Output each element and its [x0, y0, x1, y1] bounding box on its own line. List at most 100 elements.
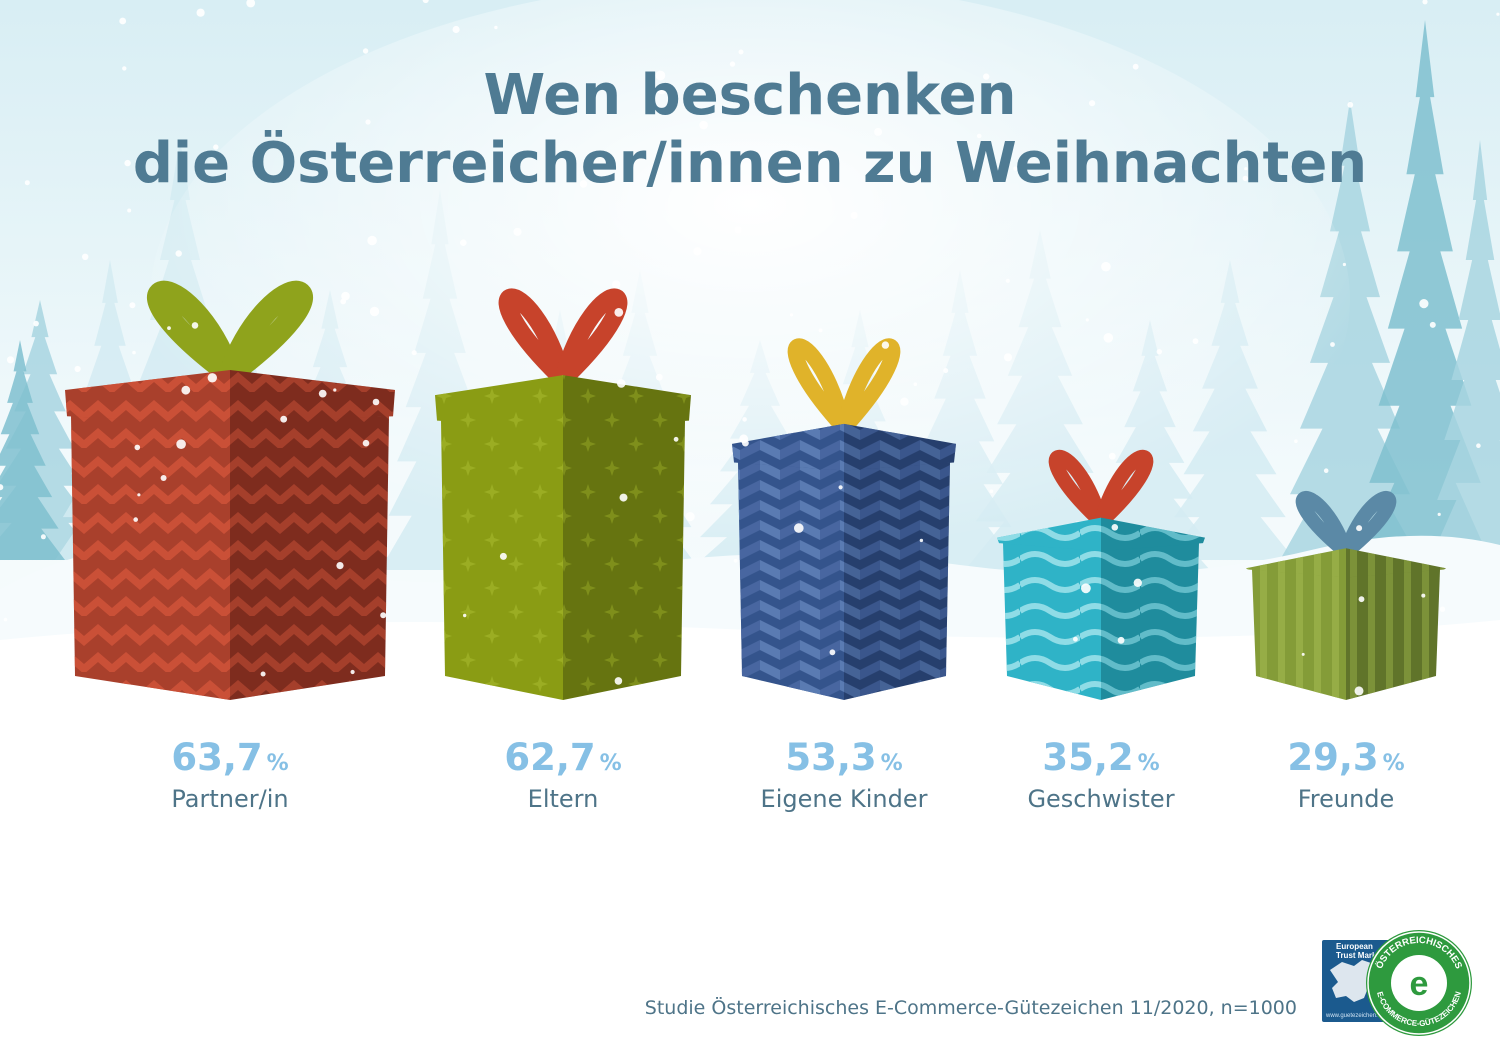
snowflake	[353, 741, 357, 745]
stat-freunde: 29,3% Freunde	[1196, 735, 1496, 817]
snowflake	[1003, 353, 1013, 362]
snowflake	[1488, 844, 1497, 853]
category-label: Partner/in	[171, 785, 289, 813]
snowflake	[350, 669, 355, 675]
snowflake	[733, 558, 738, 563]
box-pattern	[844, 462, 950, 700]
snowflake	[1354, 686, 1364, 696]
snowflake	[181, 385, 191, 395]
box-pattern	[441, 420, 563, 700]
snowflake	[1449, 891, 1455, 896]
snowflake	[1177, 911, 1185, 919]
snowflake	[1192, 338, 1199, 345]
snowflake	[340, 298, 347, 305]
box-pattern	[230, 416, 389, 700]
snowflake	[411, 350, 417, 356]
snowflake	[1108, 452, 1116, 460]
box-pattern	[732, 423, 844, 471]
snowflake	[127, 208, 132, 213]
snowflake	[900, 397, 909, 406]
snowflake	[1421, 593, 1426, 598]
stat-kinder: 53,3% Eigene Kinder	[694, 735, 994, 817]
stat-eltern: 62,7% Eltern	[413, 735, 713, 817]
snowflake	[1330, 342, 1335, 347]
snowflake	[227, 703, 236, 711]
snowflake	[1480, 630, 1490, 640]
snowflake	[463, 613, 467, 618]
snowflake	[1244, 841, 1249, 846]
snowflake	[673, 436, 679, 442]
snowflake	[1358, 596, 1365, 603]
snowflake	[622, 890, 630, 898]
snowflake	[167, 326, 171, 330]
stat-partner: 63,7% Partner/in	[80, 735, 380, 817]
snowflake	[1476, 443, 1481, 449]
snowflake	[690, 153, 698, 160]
snowflake	[693, 247, 702, 256]
snowflake	[1444, 793, 1454, 804]
box-pattern	[844, 423, 956, 471]
snowflake	[318, 389, 327, 398]
snowflake	[260, 671, 266, 677]
snowflake	[124, 159, 131, 167]
snowflake	[919, 538, 924, 543]
snowflake	[22, 783, 29, 790]
box-pattern	[997, 517, 1101, 552]
snowflake	[853, 912, 857, 916]
guetezeichen-seal[interactable]: e ÖSTERREICHISCHES E-COMMERCE-GÜTEZEICHE…	[1364, 928, 1474, 1038]
seal-e-icon: e	[1410, 965, 1429, 1003]
box-pattern	[1246, 548, 1346, 578]
snowflake	[133, 517, 138, 522]
snowflake	[933, 83, 939, 90]
snowflake	[122, 66, 127, 71]
box-pattern	[1101, 543, 1199, 700]
snowflake	[1005, 278, 1010, 283]
snowflake	[614, 677, 623, 685]
snowflake	[494, 25, 498, 30]
snowflake	[1101, 261, 1111, 272]
snowflake	[207, 373, 217, 383]
snowflake	[662, 878, 670, 887]
category-label: Eigene Kinder	[760, 785, 928, 813]
snowflake	[579, 180, 588, 188]
snowflake	[74, 365, 81, 373]
category-label: Eltern	[527, 785, 599, 813]
gift-bar	[732, 338, 956, 700]
snowflake	[619, 493, 628, 502]
snowflake	[175, 250, 182, 257]
snowflake	[356, 718, 364, 727]
snowflake	[1132, 63, 1139, 70]
snowflake	[655, 373, 663, 381]
snowflake	[1347, 101, 1354, 108]
snowflake	[656, 84, 667, 95]
snowflake	[380, 612, 387, 619]
snowflake	[850, 211, 858, 219]
snowflake	[129, 302, 136, 309]
snowflake	[617, 379, 626, 388]
snowflake	[1244, 167, 1248, 171]
snowflake	[699, 120, 708, 130]
snowflake	[655, 70, 666, 81]
snowflake	[673, 88, 678, 92]
snowflake	[203, 163, 207, 167]
snowflake	[1356, 525, 1363, 532]
gift-bar	[435, 288, 691, 700]
snowflake	[1342, 262, 1346, 267]
snowflake	[235, 916, 243, 924]
snowflake	[534, 72, 544, 82]
box-pattern	[71, 416, 230, 700]
box-pattern	[65, 370, 230, 425]
snowflake	[1089, 100, 1096, 107]
snowflake	[515, 973, 525, 982]
category-label: Geschwister	[1027, 785, 1175, 813]
snowflake	[838, 485, 843, 490]
snowflake	[874, 127, 883, 136]
snowflake	[160, 475, 167, 481]
box-pattern	[230, 370, 395, 425]
snowflake	[137, 493, 141, 497]
snowflake	[1323, 468, 1329, 474]
snowflake	[1049, 764, 1054, 768]
snowflake	[24, 180, 30, 186]
gift-bar	[65, 280, 395, 700]
